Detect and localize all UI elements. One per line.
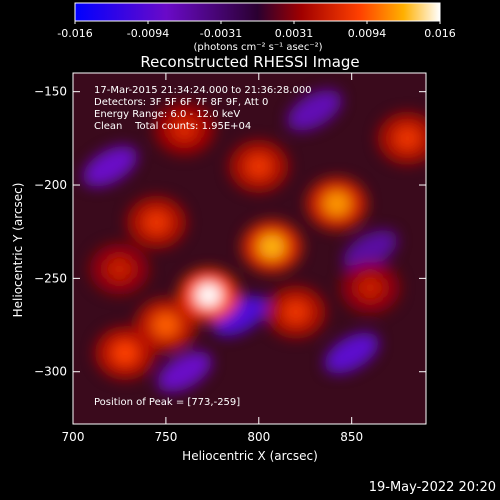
negative-region bbox=[157, 351, 212, 393]
negative-region bbox=[213, 295, 268, 337]
source-core bbox=[394, 126, 421, 151]
annotation-detectors: Detectors: 3F 5F 6F 7F 8F 9F, Att 0 bbox=[94, 97, 269, 108]
source-core bbox=[258, 234, 285, 259]
source-core bbox=[152, 313, 179, 338]
colorbar-ticks bbox=[74, 21, 441, 24]
negative-region bbox=[287, 89, 342, 131]
colorbar-tick-3: 0.0031 bbox=[275, 27, 314, 40]
colorbar-svg: -0.016 -0.0094 -0.0031 0.0031 0.0094 0.0… bbox=[57, 2, 456, 53]
source-core bbox=[171, 117, 198, 142]
source-core bbox=[112, 341, 139, 366]
source-core bbox=[282, 299, 309, 324]
colorbar-units: (photons cm⁻² s⁻¹ asec⁻²) bbox=[193, 42, 322, 53]
source-core bbox=[195, 283, 222, 308]
negative-region bbox=[324, 332, 379, 374]
colorbar-tick-1: -0.0094 bbox=[127, 27, 169, 40]
chart-title: Reconstructed RHESSI Image bbox=[140, 53, 360, 71]
source-core bbox=[357, 275, 384, 300]
x-tick-label: 700 bbox=[62, 430, 85, 444]
negative-region bbox=[82, 145, 138, 187]
plot-frame bbox=[72, 72, 427, 425]
y-tick-label: −300 bbox=[34, 365, 67, 379]
y-tick-label: −250 bbox=[34, 271, 67, 285]
y-axis-label: Heliocentric Y (arcsec) bbox=[11, 183, 25, 318]
negative-region bbox=[343, 229, 398, 271]
colorbar bbox=[74, 2, 441, 22]
source-core bbox=[143, 210, 170, 235]
annotation-time-range: 17-Mar-2015 21:34:24.000 to 21:36:28.000 bbox=[94, 85, 312, 96]
source-core bbox=[323, 191, 350, 216]
annotation-peak-position: Position of Peak = [773,-259] bbox=[94, 397, 241, 408]
annotation-energy-range: Energy Range: 6.0 - 12.0 keV bbox=[94, 109, 241, 120]
y-tick-label: −200 bbox=[34, 178, 67, 192]
x-tick-label: 800 bbox=[247, 430, 270, 444]
colorbar-tick-4: 0.0094 bbox=[348, 27, 387, 40]
colorbar-tick-5: 0.016 bbox=[424, 27, 456, 40]
x-axis-label: Heliocentric X (arcsec) bbox=[182, 449, 318, 463]
source-core bbox=[106, 257, 133, 282]
x-tick-label: 750 bbox=[154, 430, 177, 444]
footer-timestamp: 19-May-2022 20:20 bbox=[368, 480, 496, 495]
annotation-total-counts: Clean Total counts: 1.95E+04 bbox=[94, 121, 252, 132]
colorbar-tick-0: -0.016 bbox=[57, 27, 92, 40]
source-core bbox=[245, 154, 272, 179]
x-tick-label: 850 bbox=[340, 430, 363, 444]
colorbar-tick-2: -0.0031 bbox=[200, 27, 242, 40]
y-tick-label: −150 bbox=[34, 85, 67, 99]
